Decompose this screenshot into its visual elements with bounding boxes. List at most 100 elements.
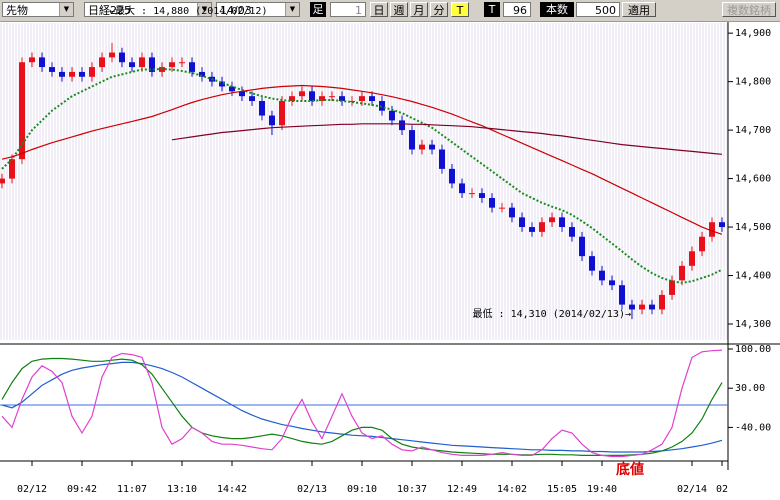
- max-annotation: ←最大 : 14,880 (2014/02/12): [109, 4, 267, 17]
- plot-background: [0, 23, 728, 340]
- candle-body: [169, 62, 175, 68]
- candle-body: [129, 62, 135, 68]
- candle-body: [609, 280, 615, 286]
- candle-body: [0, 178, 5, 184]
- y-tick-label: -40.00: [735, 422, 771, 433]
- candle-body: [509, 207, 515, 218]
- candle-body: [199, 71, 205, 77]
- candle-body: [99, 57, 105, 68]
- candle-body: [39, 57, 45, 68]
- candle-body: [539, 222, 545, 232]
- t-value[interactable]: 96: [503, 2, 531, 17]
- candle-body: [9, 159, 15, 179]
- candle-body: [379, 101, 385, 111]
- candle-body: [339, 96, 345, 102]
- candle-body: [639, 304, 645, 310]
- candle-body: [349, 101, 355, 103]
- candle-body: [669, 280, 675, 295]
- bottom-annotation: 底値: [616, 461, 644, 478]
- candle-body: [299, 91, 305, 97]
- symbol-select[interactable]: 日経225: [84, 2, 212, 17]
- count-label: 本数: [540, 2, 574, 17]
- x-tick-label: 19:40: [587, 484, 617, 495]
- candle-body: [369, 96, 375, 102]
- candle-body: [219, 81, 225, 87]
- period-button[interactable]: 月: [410, 2, 428, 17]
- candle-body: [119, 52, 125, 63]
- min-annotation: 最低 : 14,310 (2014/02/13)→: [473, 307, 631, 320]
- candle-body: [19, 62, 25, 160]
- candle-body: [549, 217, 555, 223]
- ma-line: [1, 67, 723, 284]
- candle-body: [459, 183, 465, 194]
- candle-body: [409, 130, 415, 150]
- candle-body: [659, 294, 665, 310]
- candle-body: [79, 71, 85, 77]
- candle-body: [179, 62, 185, 64]
- candle-body: [229, 86, 235, 92]
- y-tick-label: 14,800: [735, 77, 771, 88]
- candle-body: [29, 57, 35, 63]
- candle-body: [489, 197, 495, 208]
- y-tick-label: 14,300: [735, 319, 771, 330]
- candle-body: [89, 67, 95, 77]
- candle-body: [619, 285, 625, 305]
- apply-button[interactable]: 適用: [622, 2, 656, 17]
- y-tick-label: 14,700: [735, 125, 771, 136]
- candle-body: [569, 227, 575, 237]
- y-tick-label: 14,400: [735, 271, 771, 282]
- market-select[interactable]: 先物: [2, 2, 74, 17]
- ma-line: [171, 123, 723, 155]
- candle-body: [709, 222, 715, 237]
- candle-body: [389, 110, 395, 121]
- candle-body: [649, 304, 655, 310]
- bar-size[interactable]: 1: [330, 2, 366, 17]
- ma-line: [1, 357, 723, 456]
- x-tick-label: 14:42: [217, 484, 247, 495]
- y-tick-label: 100.00: [735, 344, 771, 355]
- ma-line: [1, 361, 723, 453]
- period-button[interactable]: 週: [390, 2, 408, 17]
- candle-body: [309, 91, 315, 102]
- candle-body: [629, 304, 635, 310]
- candle-body: [359, 96, 365, 102]
- x-tick-label: 15:05: [547, 484, 577, 495]
- candle-body: [469, 193, 475, 195]
- candle-body: [259, 101, 265, 116]
- y-tick-label: 30.00: [735, 383, 765, 394]
- candle-body: [279, 101, 285, 126]
- x-tick-label: 02/13: [297, 484, 327, 495]
- candle-body: [189, 62, 195, 72]
- multi-button[interactable]: 複数銘柄: [722, 2, 776, 17]
- t-label: T: [484, 2, 500, 17]
- candle-body: [579, 236, 585, 257]
- period-button[interactable]: 日: [370, 2, 388, 17]
- period-button[interactable]: 分: [430, 2, 448, 17]
- candle-body: [419, 144, 425, 150]
- candle-body: [59, 71, 65, 77]
- candle-body: [269, 115, 275, 126]
- x-tick-label: 13:10: [167, 484, 197, 495]
- candle-body: [589, 256, 595, 271]
- month-select[interactable]: 14/03: [216, 2, 300, 17]
- period-button[interactable]: T: [451, 2, 469, 17]
- candle-body: [249, 96, 255, 102]
- bar-label: 足: [310, 2, 326, 17]
- candle-body: [439, 149, 445, 169]
- x-tick-label: 11:07: [117, 484, 147, 495]
- candle-body: [479, 193, 485, 198]
- candle-body: [529, 227, 535, 232]
- candle-body: [109, 52, 115, 58]
- y-tick-label: 14,900: [735, 28, 771, 39]
- y-tick-label: 14,600: [735, 174, 771, 185]
- x-tick-label: 10:37: [397, 484, 427, 495]
- candle-body: [289, 96, 295, 102]
- candle-body: [239, 91, 245, 97]
- x-tick-label: 12:49: [447, 484, 477, 495]
- x-tick-label: 02: [716, 484, 728, 495]
- candle-body: [679, 265, 685, 281]
- candle-body: [719, 222, 725, 228]
- candle-body: [599, 270, 605, 281]
- count-value[interactable]: 500: [576, 2, 620, 17]
